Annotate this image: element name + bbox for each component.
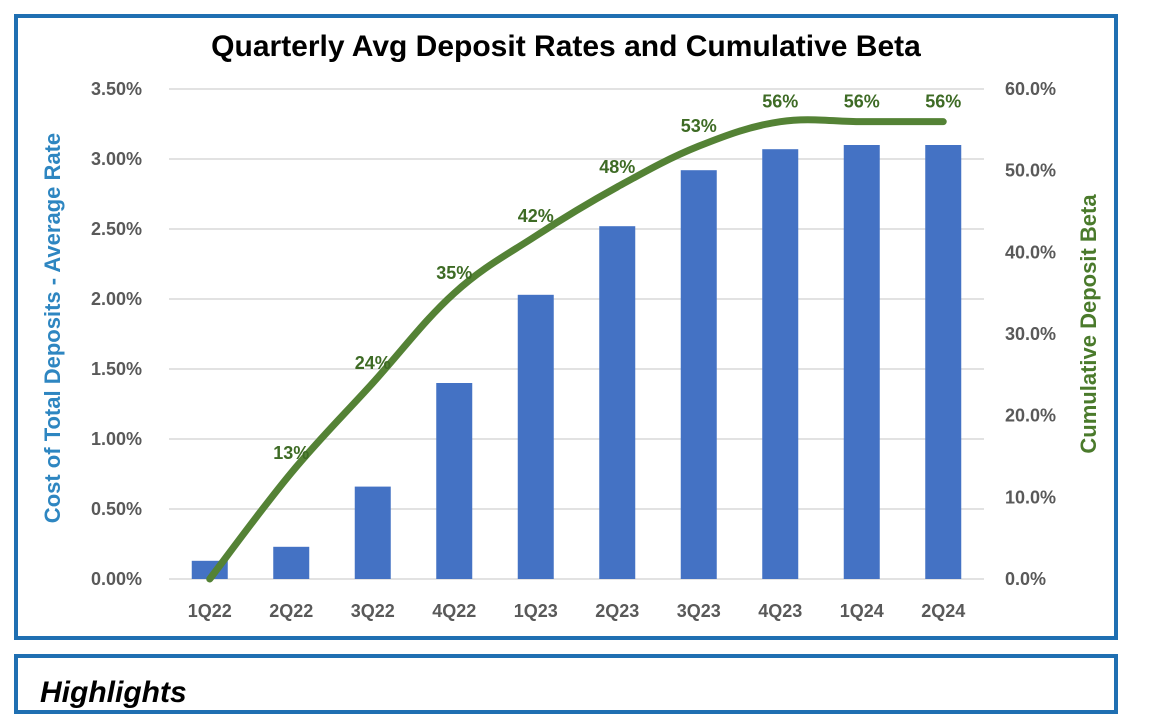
x-tick-label: 2Q22 (269, 601, 313, 621)
line-data-labels: 13% 24% 35% 42% 48% 53% 56% 56% 56% (273, 92, 961, 463)
bar (680, 170, 717, 579)
gridlines (169, 88, 984, 580)
left-tick-label: 1.50% (91, 359, 142, 379)
highlights-panel: Highlights (14, 654, 1118, 714)
x-tick-label: 1Q23 (514, 601, 558, 621)
bar (273, 546, 310, 579)
x-tick-label: 3Q23 (677, 601, 721, 621)
chart-svg: Quarterly Avg Deposit Rates and Cumulati… (40, 30, 1101, 621)
left-axis-label: Cost of Total Deposits - Average Rate (40, 133, 65, 523)
line-data-label: 48% (599, 157, 635, 177)
right-tick-label: 20.0% (1005, 406, 1056, 426)
bar (517, 294, 554, 579)
right-axis-label: Cumulative Deposit Beta (1076, 194, 1101, 454)
line-data-label: 35% (436, 263, 472, 283)
left-axis-ticks: 0.00% 0.50% 1.00% 1.50% 2.00% 2.50% 3.00% 3.50% (91, 79, 142, 589)
x-axis-ticks: 1Q22 2Q22 3Q22 4Q22 1Q23 2Q23 3Q23 4Q23 1Q24 2Q24 (188, 601, 966, 621)
x-tick-label: 4Q22 (432, 601, 476, 621)
beta-line (206, 116, 947, 583)
left-tick-label: 0.50% (91, 499, 142, 519)
left-tick-label: 3.00% (91, 149, 142, 169)
right-axis-ticks: 0.0% 10.0% 20.0% 30.0% 40.0% 50.0% 60.0% (1005, 79, 1056, 589)
right-tick-label: 60.0% (1005, 79, 1056, 99)
left-tick-label: 2.50% (91, 219, 142, 239)
bar (925, 145, 962, 579)
chart-panel: Quarterly Avg Deposit Rates and Cumulati… (14, 14, 1118, 640)
line-data-label: 42% (518, 206, 554, 226)
x-tick-label: 3Q22 (351, 601, 395, 621)
bar-series (191, 145, 962, 579)
left-tick-label: 0.00% (91, 569, 142, 589)
x-tick-label: 2Q24 (921, 601, 965, 621)
bar (436, 383, 473, 579)
right-tick-label: 30.0% (1005, 324, 1056, 344)
line-data-label: 56% (844, 92, 880, 112)
x-tick-label: 4Q23 (758, 601, 802, 621)
bar (354, 486, 391, 579)
right-tick-label: 10.0% (1005, 487, 1056, 507)
bar (762, 149, 799, 579)
left-tick-label: 2.00% (91, 289, 142, 309)
bar (599, 226, 636, 579)
x-tick-label: 1Q24 (840, 601, 884, 621)
line-data-label: 56% (925, 92, 961, 112)
line-data-label: 13% (273, 443, 309, 463)
x-tick-label: 2Q23 (595, 601, 639, 621)
line-data-label: 53% (681, 116, 717, 136)
highlights-title: Highlights (40, 676, 187, 709)
right-tick-label: 50.0% (1005, 161, 1056, 181)
chart-title: Quarterly Avg Deposit Rates and Cumulati… (211, 30, 921, 63)
left-tick-label: 1.00% (91, 429, 142, 449)
line-data-label: 56% (762, 92, 798, 112)
right-tick-label: 40.0% (1005, 242, 1056, 262)
bar (843, 145, 880, 579)
line-data-label: 24% (355, 353, 391, 373)
left-tick-label: 3.50% (91, 79, 142, 99)
right-tick-label: 0.0% (1005, 569, 1046, 589)
x-tick-label: 1Q22 (188, 601, 232, 621)
line-series (206, 116, 947, 583)
